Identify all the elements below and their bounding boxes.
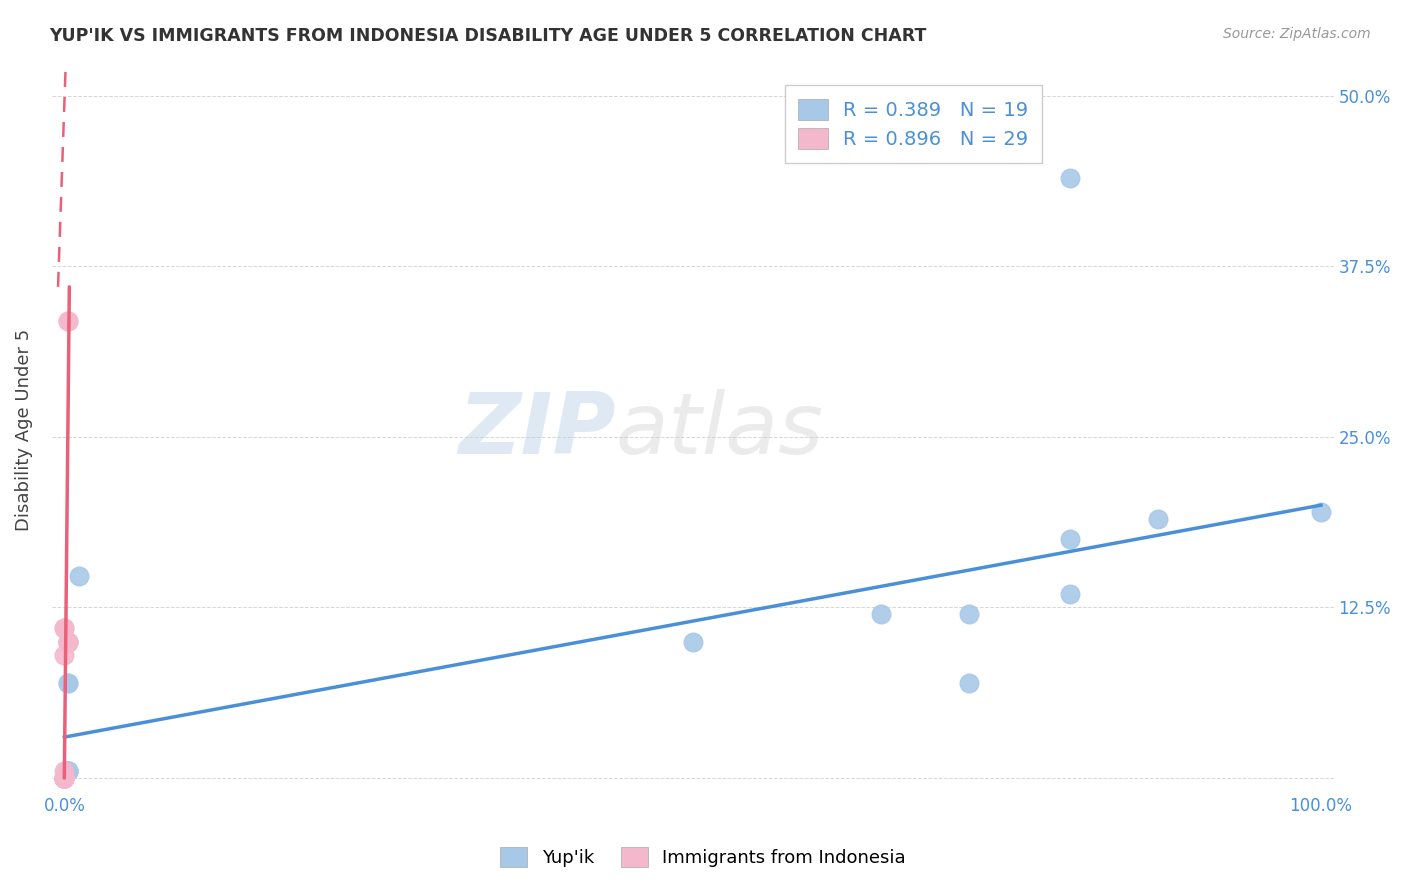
Text: atlas: atlas (616, 389, 824, 472)
Point (56, 764, 79, 779)
Point (67, 569, 90, 583)
Point (1310, 505, 1333, 519)
Point (53, 771, 76, 785)
Text: ZIP: ZIP (458, 389, 616, 472)
Point (56, 764, 79, 779)
Point (53, 771, 76, 785)
Point (53, 771, 76, 785)
Point (53, 771, 76, 785)
Point (53, 771, 76, 785)
Point (56, 634, 79, 648)
Point (53, 771, 76, 785)
Y-axis label: Disability Age Under 5: Disability Age Under 5 (15, 329, 32, 532)
Point (56, 634, 79, 648)
Point (53, 621, 76, 635)
Point (56, 764, 79, 779)
Point (53, 648, 76, 663)
Point (53, 621, 76, 635)
Point (53, 771, 76, 785)
Point (53, 771, 76, 785)
Point (53, 771, 76, 785)
Point (1059, 170, 1081, 185)
Point (53, 771, 76, 785)
Point (53, 771, 76, 785)
Legend: Yup'ik, Immigrants from Indonesia: Yup'ik, Immigrants from Indonesia (492, 839, 914, 874)
Point (1146, 512, 1168, 526)
Point (56, 764, 79, 779)
Text: Source: ZipAtlas.com: Source: ZipAtlas.com (1223, 27, 1371, 41)
Point (53, 771, 76, 785)
Point (53, 771, 76, 785)
Point (53, 771, 76, 785)
Point (53, 764, 76, 779)
Point (957, 607, 980, 622)
Point (682, 634, 704, 648)
Legend: R = 0.389   N = 19, R = 0.896   N = 29: R = 0.389 N = 19, R = 0.896 N = 29 (785, 86, 1042, 163)
Point (56, 634, 79, 648)
Point (957, 675, 980, 690)
Point (56, 675, 79, 690)
Point (56, 314, 79, 328)
Text: YUP'IK VS IMMIGRANTS FROM INDONESIA DISABILITY AGE UNDER 5 CORRELATION CHART: YUP'IK VS IMMIGRANTS FROM INDONESIA DISA… (49, 27, 927, 45)
Point (56, 634, 79, 648)
Point (1059, 533, 1081, 547)
Point (1059, 587, 1081, 601)
Point (53, 771, 76, 785)
Point (870, 607, 893, 622)
Point (56, 675, 79, 690)
Point (53, 771, 76, 785)
Point (56, 314, 79, 328)
Point (53, 771, 76, 785)
